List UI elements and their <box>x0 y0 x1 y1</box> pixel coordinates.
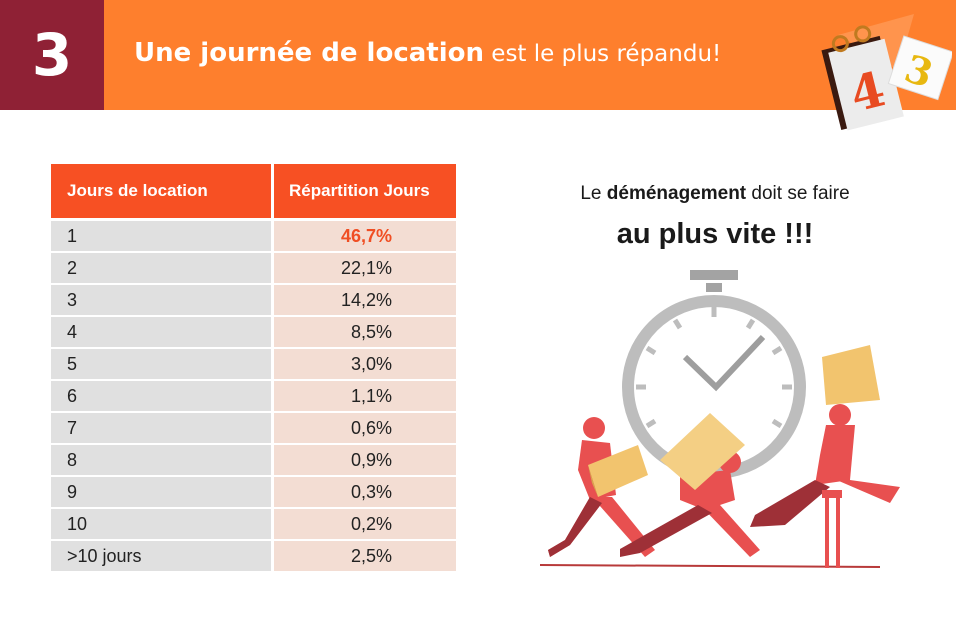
table-row: 10 0,2% <box>51 507 456 539</box>
days-cell: 4 <box>51 315 274 347</box>
title-rest: est le plus répandu! <box>483 41 722 67</box>
table-row: 4 8,5% <box>51 315 456 347</box>
table-row: 2 22,1% <box>51 251 456 283</box>
share-cell: 2,5% <box>274 539 456 571</box>
tagline-bold-word: déménagement <box>606 183 747 204</box>
share-cell: 0,6% <box>274 411 456 443</box>
table-row: 5 3,0% <box>51 347 456 379</box>
column-header-days: Jours de location <box>51 164 274 218</box>
table-row: 8 0,9% <box>51 443 456 475</box>
tagline: Le déménagement doit se faire au plus vi… <box>520 180 910 256</box>
calendar-icon: 4 3 <box>821 14 952 131</box>
share-cell: 0,3% <box>274 475 456 507</box>
days-cell: 9 <box>51 475 274 507</box>
table-row: 7 0,6% <box>51 411 456 443</box>
table-row: 6 1,1% <box>51 379 456 411</box>
share-cell: 0,2% <box>274 507 456 539</box>
days-cell: 1 <box>51 218 274 251</box>
share-cell: 46,7% <box>274 218 456 251</box>
share-cell: 22,1% <box>274 251 456 283</box>
days-cell: 6 <box>51 379 274 411</box>
tagline-line-1: Le déménagement doit se faire <box>580 183 850 204</box>
share-cell: 8,5% <box>274 315 456 347</box>
share-cell: 0,9% <box>274 443 456 475</box>
page-title: Une journée de location est le plus répa… <box>134 33 721 74</box>
days-cell: >10 jours <box>51 539 274 571</box>
title-bold: Une journée de location <box>134 38 484 68</box>
section-number: 3 <box>31 21 73 89</box>
days-cell: 8 <box>51 443 274 475</box>
days-cell: 7 <box>51 411 274 443</box>
section-number-box: 3 <box>0 0 104 110</box>
tagline-line-2: au plus vite !!! <box>616 218 814 250</box>
rental-days-table: Jours de location Répartition Jours 1 46,… <box>51 164 456 571</box>
table-row: >10 jours 2,5% <box>51 539 456 571</box>
stopwatch-movers-illustration-icon <box>539 270 900 568</box>
share-cell: 3,0% <box>274 347 456 379</box>
column-header-share: Répartition Jours <box>274 164 456 218</box>
days-cell: 2 <box>51 251 274 283</box>
header-banner: 3 Une journée de location est le plus ré… <box>0 0 956 110</box>
days-cell: 10 <box>51 507 274 539</box>
table-row: 1 46,7% <box>51 218 456 251</box>
days-cell: 5 <box>51 347 274 379</box>
days-cell: 3 <box>51 283 274 315</box>
table-row: 9 0,3% <box>51 475 456 507</box>
table-row: 3 14,2% <box>51 283 456 315</box>
share-cell: 1,1% <box>274 379 456 411</box>
share-cell: 14,2% <box>274 283 456 315</box>
